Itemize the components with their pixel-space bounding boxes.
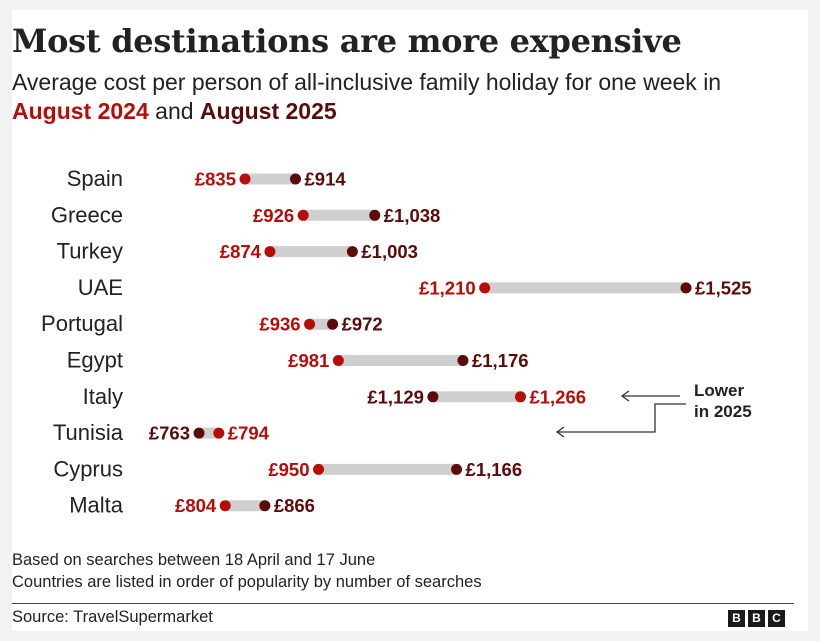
point-2025-tunisia (193, 427, 205, 439)
note-order: Countries are listed in order of popular… (12, 573, 482, 591)
point-2024-italy (514, 391, 526, 403)
value-label-2024-spain: £835 (195, 169, 236, 190)
point-2025-uae (680, 282, 692, 294)
value-label-2025-cyprus: £1,166 (466, 459, 523, 480)
chart-subtitle: Average cost per person of all-inclusive… (12, 68, 802, 126)
annotation-lower-in-2025: Lower in 2025 (555, 381, 752, 438)
point-2024-cyprus (313, 463, 325, 475)
source-label: Source: TravelSupermarket (12, 608, 213, 626)
value-label-2024-turkey: £874 (220, 241, 262, 262)
value-label-2025-greece: £1,038 (384, 205, 441, 226)
point-2024-spain (239, 173, 251, 185)
value-label-2025-spain: £914 (305, 169, 347, 190)
value-label-2024-greece: £926 (253, 205, 294, 226)
category-label-cyprus: Cyprus (53, 456, 123, 481)
note-search-dates: Based on searches between 18 April and 1… (12, 551, 376, 569)
annotation-arrow-tunisia (557, 403, 686, 433)
value-label-2024-egypt: £981 (288, 350, 329, 371)
point-2025-spain (290, 173, 302, 185)
category-label-malta: Malta (69, 493, 124, 518)
value-label-2025-turkey: £1,003 (361, 241, 418, 262)
category-label-uae: UAE (78, 275, 123, 300)
point-2024-portugal (304, 318, 316, 330)
category-label-italy: Italy (83, 384, 123, 409)
value-label-2025-portugal: £972 (342, 314, 383, 335)
point-2024-tunisia (213, 427, 225, 439)
value-label-2025-italy: £1,129 (367, 386, 424, 407)
category-label-spain: Spain (67, 166, 123, 191)
value-label-2025-tunisia: £763 (149, 423, 190, 444)
value-label-2025-uae: £1,525 (695, 277, 752, 298)
logo-letter-b2: B (748, 610, 765, 627)
chart-rows: Spain £835 £914 Greece £926 £1,038 Turkey £874 £… (41, 166, 752, 518)
point-2024-greece (297, 209, 309, 221)
value-label-2024-italy: £1,266 (529, 386, 586, 407)
point-2025-greece (369, 209, 381, 221)
annotation-arrowhead-italy (620, 390, 630, 402)
point-2025-malta (259, 500, 271, 512)
point-2024-turkey (264, 246, 276, 258)
subtitle-and: and (155, 98, 194, 124)
value-label-2024-cyprus: £950 (268, 459, 309, 480)
point-2025-portugal (327, 318, 339, 330)
logo-letter-c: C (768, 610, 785, 627)
legend-2024: August 2024 (12, 98, 149, 124)
value-label-2024-portugal: £936 (259, 314, 300, 335)
category-label-turkey: Turkey (57, 239, 123, 264)
value-label-2025-malta: £866 (274, 495, 315, 516)
value-label-2024-malta: £804 (175, 495, 217, 516)
subtitle-text: Average cost per person of all-inclusive… (12, 69, 722, 95)
bbc-logo: B B C (728, 610, 785, 627)
chart-card (12, 10, 808, 631)
point-2024-malta (219, 500, 231, 512)
legend-2025: August 2025 (199, 98, 337, 124)
annotation-label-line2: in 2025 (694, 402, 752, 421)
category-label-greece: Greece (51, 202, 123, 227)
annotation-label-line1: Lower (694, 381, 744, 400)
value-label-2024-tunisia: £794 (228, 423, 270, 444)
value-label-2025-egypt: £1,176 (472, 350, 529, 371)
point-2024-egypt (332, 355, 344, 366)
point-2025-egypt (457, 355, 469, 366)
point-2025-italy (427, 391, 439, 403)
annotation-arrowhead-tunisia (555, 426, 565, 438)
chart-title: Most destinations are more expensive (12, 22, 682, 60)
category-label-egypt: Egypt (67, 348, 123, 373)
point-2025-cyprus (451, 463, 463, 475)
chart-notes: Based on searches between 18 April and 1… (12, 549, 482, 593)
value-label-2024-uae: £1,210 (419, 277, 476, 298)
category-label-portugal: Portugal (41, 311, 123, 336)
point-2025-turkey (346, 246, 358, 258)
category-label-tunisia: Tunisia (53, 420, 124, 445)
footer-divider (12, 603, 794, 604)
point-2024-uae (479, 282, 491, 294)
logo-letter-b1: B (728, 610, 745, 627)
